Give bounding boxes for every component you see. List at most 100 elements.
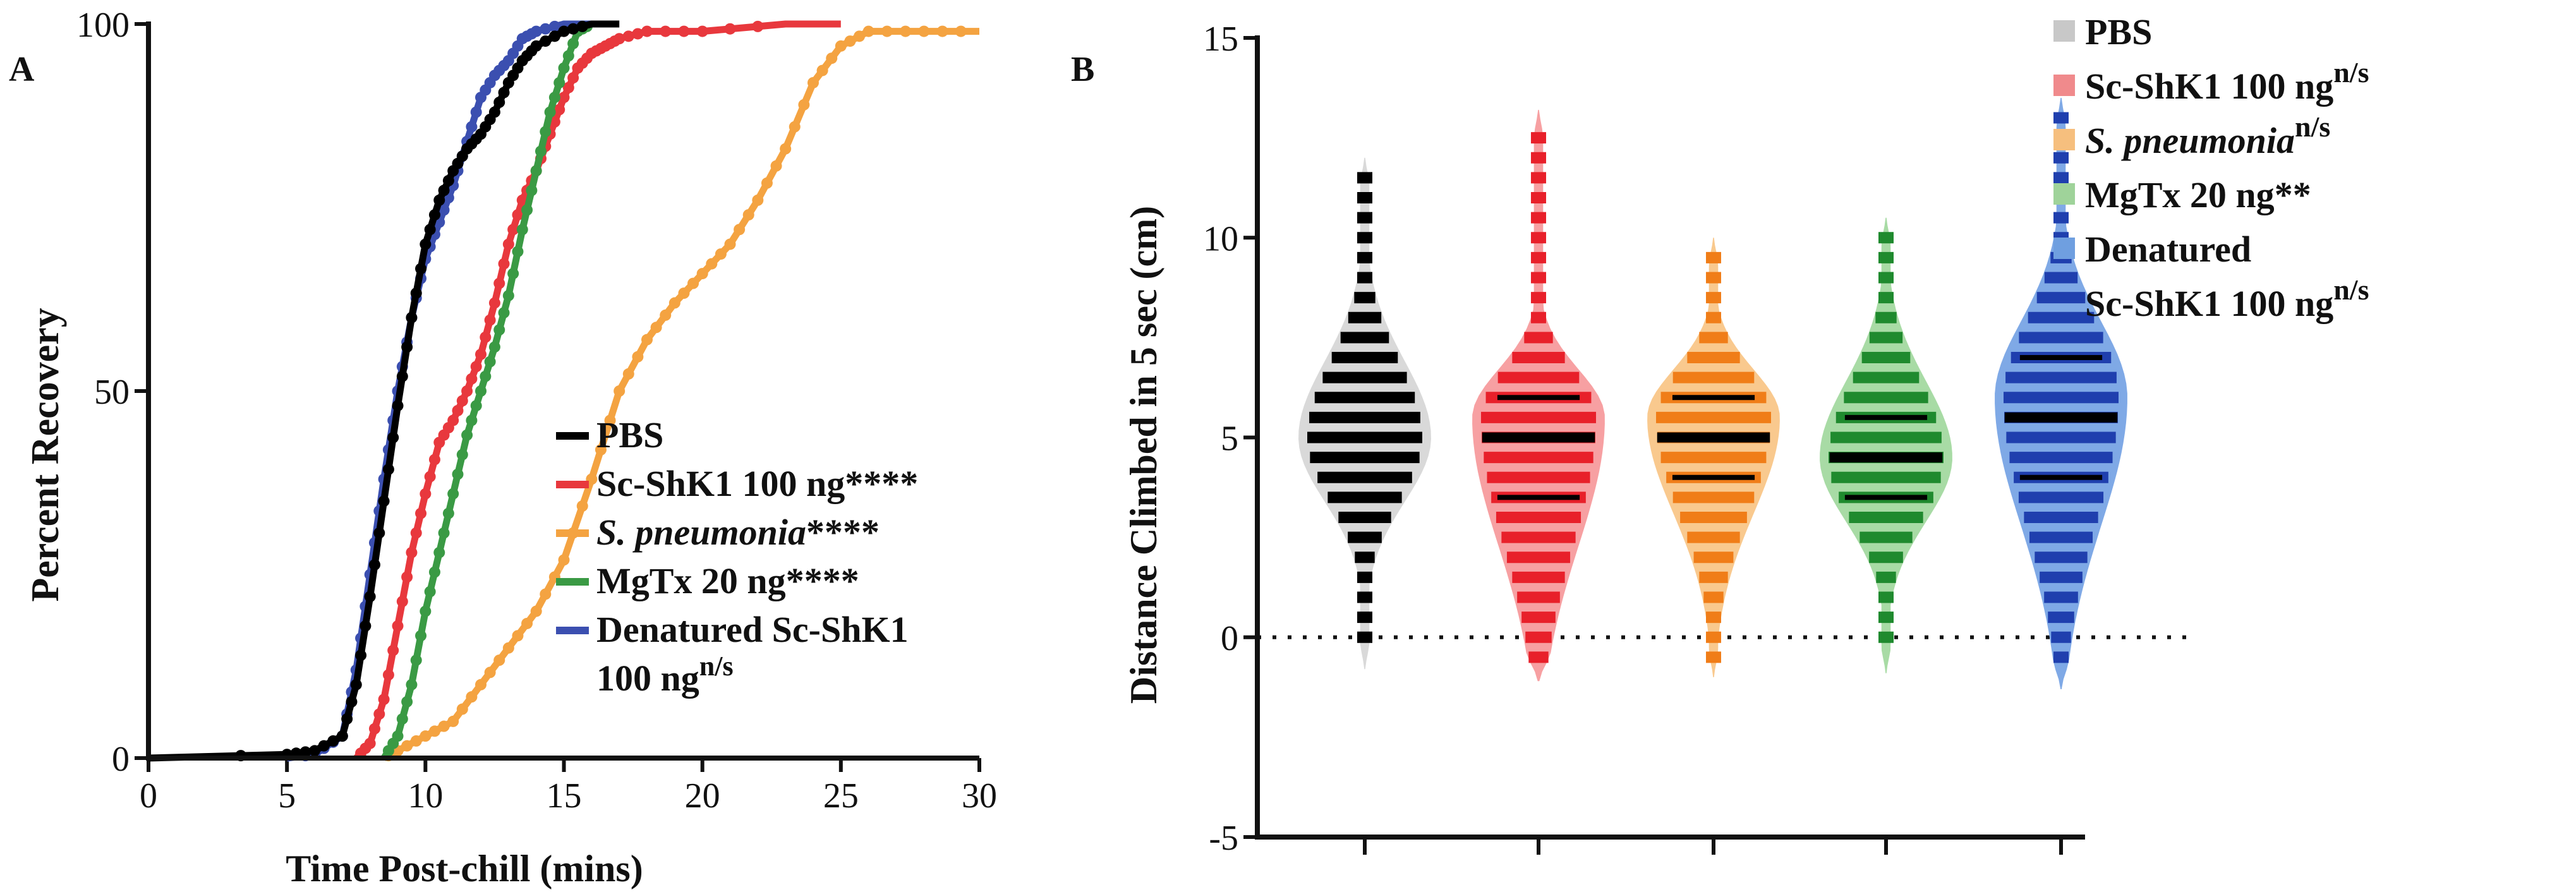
panel-b-point-row — [1327, 491, 1402, 503]
panel-b-point-row — [1844, 392, 1928, 404]
panel-b-point-row — [2036, 292, 2086, 304]
panel-a-series-point — [558, 25, 570, 37]
panel-a-series-point — [420, 730, 432, 742]
panel-a-series-point — [844, 35, 856, 47]
panel-a-legend-label-line2: 100 ngn/s — [596, 651, 734, 699]
panel-a-series-point — [364, 737, 376, 749]
panel-b-point-row — [1357, 172, 1372, 184]
panel-b-point-row — [1878, 612, 1894, 624]
panel-b-legend-label: PBS — [2085, 11, 2152, 52]
panel-b-point-row — [1528, 651, 1549, 663]
panel-a-series-point — [706, 258, 718, 270]
panel-a-series-point — [424, 224, 436, 236]
panel-a-series-point — [724, 238, 736, 250]
panel-a-series-point — [502, 642, 514, 654]
panel-a-series-point — [484, 666, 496, 678]
panel-b-point-row — [1357, 591, 1372, 603]
panel-b-point-row — [1687, 352, 1740, 363]
panel-a-series-point — [595, 443, 607, 455]
panel-a-series-point — [415, 507, 427, 519]
panel-b-point-row — [1531, 251, 1546, 263]
panel-b-point-row — [1680, 512, 1747, 523]
panel-a-series-point — [401, 341, 413, 353]
panel-b-point-row — [1853, 371, 1920, 383]
panel-b-point-row — [1531, 212, 1546, 224]
panel-a-series-point — [470, 400, 482, 412]
panel-b-point-row — [1357, 571, 1372, 583]
panel-a-series-point — [373, 708, 385, 720]
panel-a-series-point — [420, 238, 432, 250]
panel-a-series-point — [488, 297, 500, 309]
panel-b-point-row — [1830, 431, 1942, 443]
panel-a-series-point — [562, 81, 574, 93]
panel-a-series-point — [567, 23, 579, 35]
panel-a-series-point — [650, 322, 662, 334]
panel-a-series-point — [475, 385, 487, 397]
panel-b-point-row — [2019, 332, 2103, 344]
panel-a-series-point — [854, 30, 866, 42]
panel-b-ytick-label: 10 — [1203, 219, 1238, 258]
panel-b-point-row — [1357, 272, 1372, 284]
panel-a-series-point — [378, 495, 390, 507]
panel-a-series-point — [881, 25, 893, 37]
panel-a-series-point — [548, 92, 560, 104]
panel-a-series-point — [558, 62, 570, 74]
panel-a-series-point — [341, 713, 353, 725]
panel-a-series-point — [512, 209, 524, 221]
panel-a-series-point — [789, 121, 801, 133]
panel-a-series-point — [415, 263, 427, 275]
panel-a-series-point — [507, 224, 519, 236]
panel-b-point-row — [2053, 651, 2069, 663]
panel-a-series-point — [530, 25, 542, 37]
panel-a-series-point — [530, 40, 542, 52]
panel-a-series-point — [553, 76, 565, 88]
panel-b-point-row — [1693, 551, 1734, 564]
panel-a-series-point — [752, 20, 764, 32]
panel-a-series-point — [447, 488, 459, 500]
panel-a-series-point — [918, 25, 930, 37]
panel-b-point-row — [2018, 491, 2104, 503]
panel-a-series-point — [696, 25, 708, 37]
panel-b-point-row — [1699, 571, 1728, 583]
panel-a-series-point — [632, 351, 644, 363]
panel-a-series-point — [360, 620, 372, 632]
panel-b-point-row — [2053, 172, 2069, 184]
panel-b-point-row — [1357, 232, 1372, 244]
panel-b-point-row — [1706, 292, 1721, 304]
panel-b-point-row — [1531, 192, 1546, 203]
panel-b-point-row — [2044, 591, 2078, 603]
panel-a-series-point — [438, 184, 450, 196]
panel-a-series-point — [401, 571, 413, 583]
panel-a-series-point — [424, 471, 436, 483]
panel-b-point-row — [1525, 631, 1552, 643]
panel-a-series-point — [309, 745, 320, 757]
panel-b-point-row — [1706, 251, 1721, 263]
panel-a-series-point — [318, 740, 330, 752]
panel-b-point-row — [1706, 631, 1721, 643]
panel-a-legend-label: Denatured Sc-ShK1 — [596, 609, 909, 650]
panel-a-series-point — [461, 429, 473, 441]
panel-a-series-point — [406, 311, 418, 323]
panel-b-point-row — [2048, 612, 2074, 624]
panel-a-ytick-label: 100 — [76, 6, 130, 45]
panel-b-point-row — [1878, 272, 1894, 284]
panel-b-point-row — [2004, 392, 2119, 404]
panel-a-series-point — [862, 25, 874, 37]
panel-a-series-point — [668, 297, 680, 309]
panel-a-legend-label: Sc-ShK1 100 ng**** — [596, 463, 918, 504]
panel-a-series-point — [955, 25, 967, 37]
panel-a-legend-label: S. pneumonia**** — [596, 512, 880, 553]
panel-b-point-row — [1861, 352, 1911, 363]
panel-b-point-row — [2053, 152, 2069, 164]
panel-a-ytick-label: 50 — [94, 373, 130, 412]
panel-b-point-row — [1531, 292, 1546, 304]
panel-a-ylabel: Percent Recovery — [24, 308, 67, 601]
panel-b-legend-swatch — [2053, 75, 2075, 96]
panel-a-series-point — [641, 334, 653, 346]
panel-a-series-point — [410, 287, 422, 299]
panel-a-series-point — [438, 204, 450, 216]
panel-b-point-row — [1512, 571, 1565, 583]
panel-a-series-point — [604, 414, 616, 426]
panel-b-point-row — [1357, 192, 1372, 203]
panel-a-series-point — [480, 370, 492, 382]
